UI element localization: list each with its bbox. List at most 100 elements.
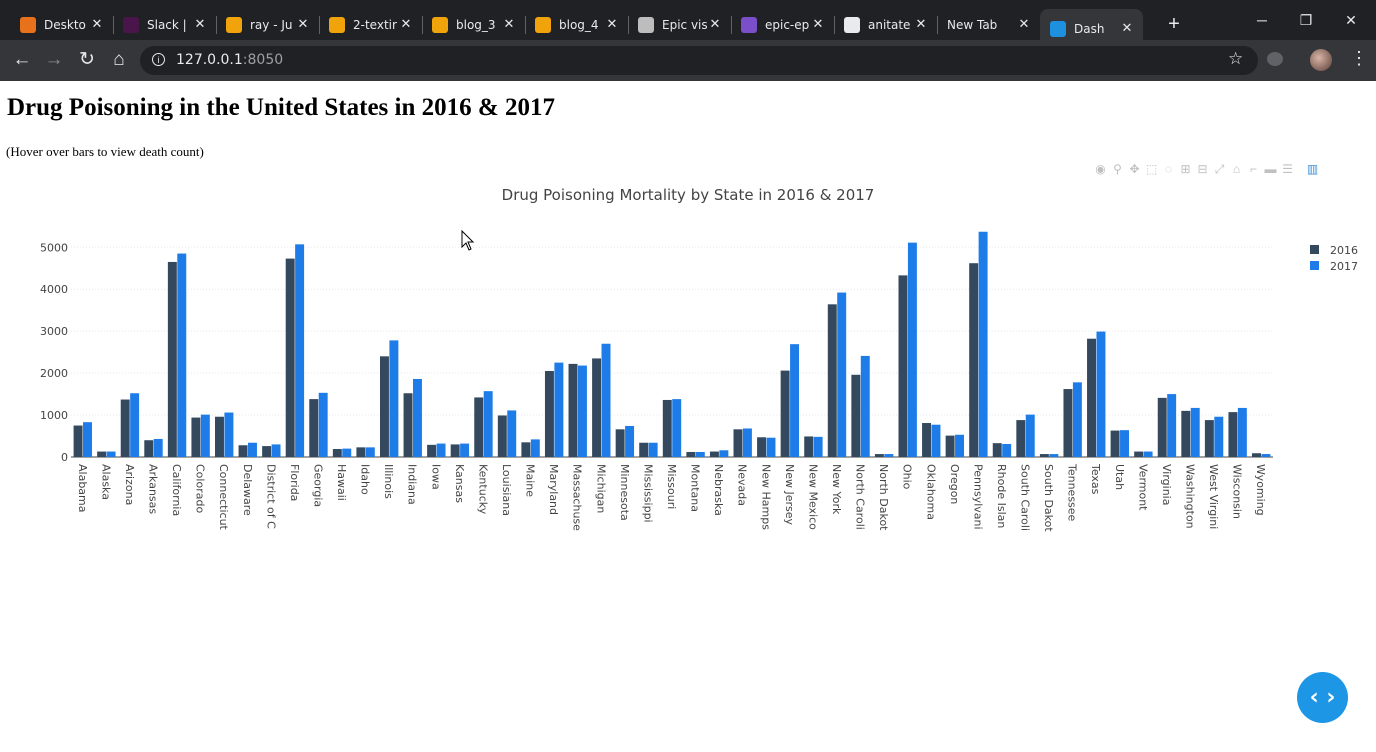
tab-2[interactable]: ray - Ju ✕ (216, 9, 319, 40)
hover-closest-icon[interactable]: ▬ (1264, 162, 1277, 176)
autoscale-icon[interactable]: ⤢ (1214, 162, 1225, 176)
pan-icon[interactable]: ✥ (1129, 162, 1140, 176)
bar-2017 (412, 378, 422, 457)
profile-avatar[interactable] (1310, 49, 1332, 71)
bar-2016 (686, 451, 696, 457)
bar-2016 (1110, 430, 1120, 457)
bookmark-star-icon[interactable]: ☆ (1228, 49, 1244, 68)
bar-2017 (1261, 454, 1271, 457)
tab-label: epic-ep (765, 17, 810, 32)
tab-separator (731, 16, 732, 34)
bar-2016 (1087, 338, 1096, 457)
x-tick-label: Connecticut (217, 464, 230, 531)
tab-6[interactable]: Epic vis ✕ (628, 9, 731, 40)
tab-label: Dash (1074, 21, 1105, 36)
x-tick-label: Rhode Islan (995, 464, 1008, 528)
bar-2016 (97, 451, 107, 457)
x-tick-label: Kentucky (476, 464, 489, 515)
x-tick-label: Montana (689, 464, 702, 512)
reload-icon[interactable]: ↻ (79, 49, 95, 70)
bar-2017 (931, 424, 941, 457)
bar-2017 (1096, 331, 1106, 457)
tab-separator (216, 16, 217, 34)
tab-4[interactable]: blog_3 ✕ (422, 9, 525, 40)
spike-lines-icon[interactable]: ⌐ (1249, 162, 1257, 176)
x-tick-label: New Mexico (806, 464, 819, 530)
tab-close-icon[interactable]: ✕ (1121, 21, 1133, 36)
reset-axes-icon[interactable]: ⌂ (1232, 162, 1241, 176)
tab-8[interactable]: anitate ✕ (834, 9, 937, 40)
tab-close-icon[interactable]: ✕ (91, 17, 103, 32)
x-tick-label: Alaska (99, 464, 112, 500)
bar-2016 (285, 258, 295, 457)
tab-separator (525, 16, 526, 34)
plotly-logo-icon[interactable]: ▥ (1306, 162, 1319, 176)
tab-5[interactable]: blog_4 ✕ (525, 9, 628, 40)
zoom-in-icon[interactable]: ⊞ (1180, 162, 1191, 176)
x-tick-label: Georgia (311, 464, 324, 507)
bar-2017 (837, 292, 847, 457)
tab-9[interactable]: New Tab ✕ (937, 9, 1040, 40)
tab-close-icon[interactable]: ✕ (194, 17, 206, 32)
tab-3[interactable]: 2-textir ✕ (319, 9, 422, 40)
x-tick-label: Wisconsin (1231, 464, 1244, 519)
tab-close-icon[interactable]: ✕ (1018, 17, 1030, 32)
x-tick-label: Massachuse (571, 464, 584, 531)
bar-2016 (945, 435, 955, 457)
tab-0[interactable]: Deskto ✕ (10, 9, 113, 40)
dash-debug-button[interactable]: ‹ › (1297, 672, 1348, 723)
tab-close-icon[interactable]: ✕ (606, 17, 618, 32)
slack-icon (123, 16, 139, 33)
extension-icon[interactable] (1267, 52, 1283, 66)
y-tick-label: 0 (61, 451, 68, 464)
bar-2016 (497, 415, 507, 457)
tab-close-icon[interactable]: ✕ (709, 17, 721, 32)
x-tick-label: North Caroli (854, 464, 867, 530)
k-icon (741, 16, 757, 33)
tab-label: blog_4 (559, 17, 599, 32)
bar-2016 (215, 416, 224, 457)
x-tick-label: New Jersey (783, 464, 796, 526)
bar-2017 (507, 410, 517, 457)
zoom-out-icon[interactable]: ⊟ (1197, 162, 1208, 176)
x-tick-label: Florida (288, 464, 301, 501)
hover-compare-icon[interactable]: ☰ (1282, 162, 1293, 176)
maximize-icon[interactable]: ❐ (1299, 12, 1313, 28)
bar-2017 (389, 340, 399, 457)
tab-label: anitate (868, 17, 911, 32)
info-icon[interactable]: i (152, 53, 165, 66)
box-select-icon[interactable]: ⬚ (1145, 162, 1158, 176)
back-icon[interactable]: ← (12, 49, 32, 70)
tab-separator (834, 16, 835, 34)
zoom-icon[interactable]: ⚲ (1113, 162, 1122, 176)
forward-icon[interactable]: → (44, 49, 64, 70)
minimize-icon[interactable]: ─ (1257, 12, 1267, 28)
bar-2017 (955, 434, 965, 457)
tab-1[interactable]: Slack | ✕ (113, 9, 216, 40)
new-tab-button[interactable]: + (1168, 13, 1180, 35)
menu-icon[interactable]: ⋮ (1350, 48, 1368, 68)
bar-2016 (120, 399, 130, 457)
close-window-icon[interactable]: ✕ (1345, 12, 1357, 28)
tab-close-icon[interactable]: ✕ (400, 17, 412, 32)
bar-2017 (813, 436, 823, 457)
x-tick-label: Nevada (736, 464, 749, 506)
tab-7[interactable]: epic-ep ✕ (731, 9, 834, 40)
bar-2016 (262, 446, 272, 457)
tab-separator (422, 16, 423, 34)
bar-2017 (742, 428, 752, 457)
bar-2017 (719, 450, 729, 457)
tab-close-icon[interactable]: ✕ (503, 17, 515, 32)
bar-2016 (804, 436, 814, 457)
bar-2017 (342, 448, 352, 457)
tab-close-icon[interactable]: ✕ (812, 17, 824, 32)
x-tick-label: Texas (1089, 463, 1102, 495)
tab-close-icon[interactable]: ✕ (297, 17, 309, 32)
address-bar[interactable]: i 127.0.0.1:8050 (140, 46, 1258, 75)
tab-close-icon[interactable]: ✕ (915, 17, 927, 32)
home-icon[interactable]: ⌂ (113, 49, 125, 70)
bar-2016 (851, 374, 861, 457)
lasso-icon[interactable]: ◌ (1164, 162, 1173, 176)
x-tick-label: West Virgini (1207, 464, 1220, 529)
camera-icon[interactable]: ◉ (1095, 162, 1106, 176)
